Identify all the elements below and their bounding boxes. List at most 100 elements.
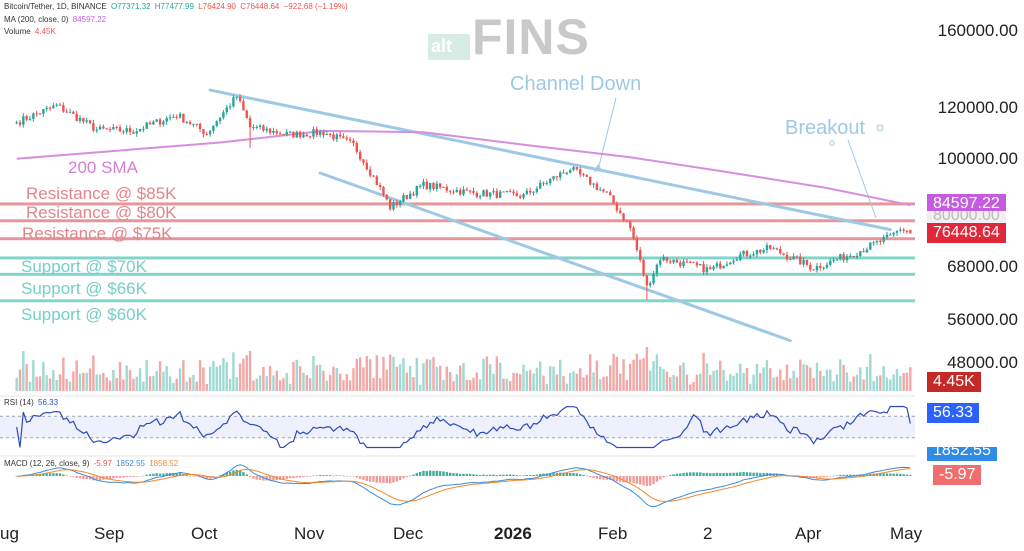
- candle-body: [98, 126, 102, 130]
- ohlc-change: −922.68 (−1.19%): [283, 2, 348, 11]
- volume-bar: [328, 374, 332, 391]
- macd-histogram-bar: [682, 472, 685, 476]
- macd-histogram-bar: [779, 474, 782, 476]
- candle-body: [809, 264, 812, 270]
- volume-bar: [28, 381, 32, 391]
- candle-body: [212, 125, 215, 131]
- macd-histogram-bar: [202, 476, 205, 479]
- candle-body: [452, 191, 455, 193]
- candle-body: [635, 238, 639, 251]
- channel-down-arrowhead: [594, 164, 602, 172]
- volume-bar: [569, 373, 572, 391]
- macd-histogram-bar: [68, 476, 72, 477]
- y-tick-label: 68000.00: [947, 257, 1018, 276]
- volume-bar: [218, 365, 222, 391]
- volume-bar: [322, 370, 325, 391]
- macd-histogram-bar: [432, 470, 435, 476]
- macd-histogram-bar: [909, 475, 912, 476]
- candle-body: [722, 265, 725, 269]
- macd-histogram-bar: [72, 476, 75, 477]
- macd-histogram-bar: [835, 475, 839, 476]
- macd-histogram-bar: [192, 476, 195, 477]
- macd-histogram-bar: [815, 476, 819, 478]
- macd-histogram-bar: [408, 475, 412, 477]
- candle-body: [595, 183, 599, 190]
- volume-bar: [308, 378, 312, 391]
- macd-histogram-bar: [492, 474, 495, 476]
- candle-body: [162, 121, 165, 125]
- candle-body: [505, 191, 509, 193]
- candle-body: [302, 134, 305, 138]
- candle-body: [755, 249, 759, 255]
- macd-histogram-bar: [228, 471, 232, 476]
- macd-histogram-bar: [465, 473, 469, 476]
- volume-bar: [852, 376, 855, 391]
- volume-bar: [885, 377, 889, 391]
- candle-body: [248, 118, 252, 128]
- volume-bar: [682, 362, 685, 391]
- candle-body: [252, 127, 255, 129]
- macd-histogram-bar: [652, 476, 655, 485]
- macd-histogram-bar: [569, 473, 572, 476]
- macd-histogram-bar: [142, 475, 145, 477]
- candle-body: [185, 122, 188, 124]
- volume-bar: [52, 370, 55, 391]
- macd-histogram-bar: [145, 474, 148, 476]
- volume-bar: [722, 370, 725, 391]
- candle-body: [799, 256, 802, 265]
- candle-body: [482, 190, 485, 197]
- resistance-line: [0, 237, 915, 241]
- support-line: [0, 272, 915, 276]
- x-tick-label: Dec: [393, 524, 424, 543]
- macd-histogram-bar: [55, 473, 58, 476]
- candle-body: [895, 230, 899, 233]
- macd-histogram-bar: [468, 473, 472, 476]
- candle-body: [845, 256, 849, 261]
- candle-body: [892, 232, 895, 235]
- candle-body: [18, 122, 22, 125]
- candle-body: [325, 133, 328, 135]
- candle-body: [709, 267, 712, 270]
- macd-histogram-bar: [375, 476, 379, 483]
- volume-bar: [68, 381, 72, 391]
- volume-bar: [372, 377, 375, 391]
- y-tick-label: 56000.00: [947, 310, 1018, 329]
- macd-histogram-bar: [695, 472, 699, 476]
- volume-bar: [592, 372, 595, 391]
- macd-histogram-bar: [552, 472, 555, 476]
- macd-histogram-bar: [582, 475, 585, 476]
- volume-bar: [695, 374, 699, 391]
- support-line: [0, 256, 915, 260]
- volume-bar: [358, 357, 362, 391]
- macd-histogram-bar: [175, 473, 178, 476]
- candle-body: [612, 195, 615, 204]
- candle-body: [355, 143, 358, 153]
- volume-bar: [222, 357, 225, 391]
- volume-bar: [152, 376, 155, 391]
- volume-bar: [415, 357, 419, 391]
- volume-bar: [812, 377, 815, 391]
- candle-body: [418, 186, 422, 188]
- macd-histogram-bar: [155, 473, 158, 476]
- macd-histogram-bar: [215, 476, 218, 477]
- volume-bar: [662, 369, 665, 391]
- macd-histogram-bar: [452, 473, 455, 476]
- sma200-line: [16, 129, 911, 207]
- macd-histogram-bar: [295, 476, 298, 478]
- volume-bar: [755, 364, 759, 391]
- macd-histogram-bar: [152, 473, 155, 476]
- volume-bar: [702, 352, 705, 391]
- candle-body: [792, 256, 795, 260]
- candle-body: [545, 183, 549, 185]
- candle-body: [82, 118, 85, 122]
- candle-body: [58, 104, 62, 106]
- volume-bar: [312, 356, 315, 391]
- candle-body: [909, 230, 912, 234]
- volume-bar: [549, 366, 552, 391]
- candle-body: [318, 131, 322, 135]
- macd-histogram-bar: [318, 475, 322, 476]
- volume-bar: [412, 377, 415, 391]
- volume-bar: [435, 366, 439, 391]
- candle-body: [405, 195, 409, 199]
